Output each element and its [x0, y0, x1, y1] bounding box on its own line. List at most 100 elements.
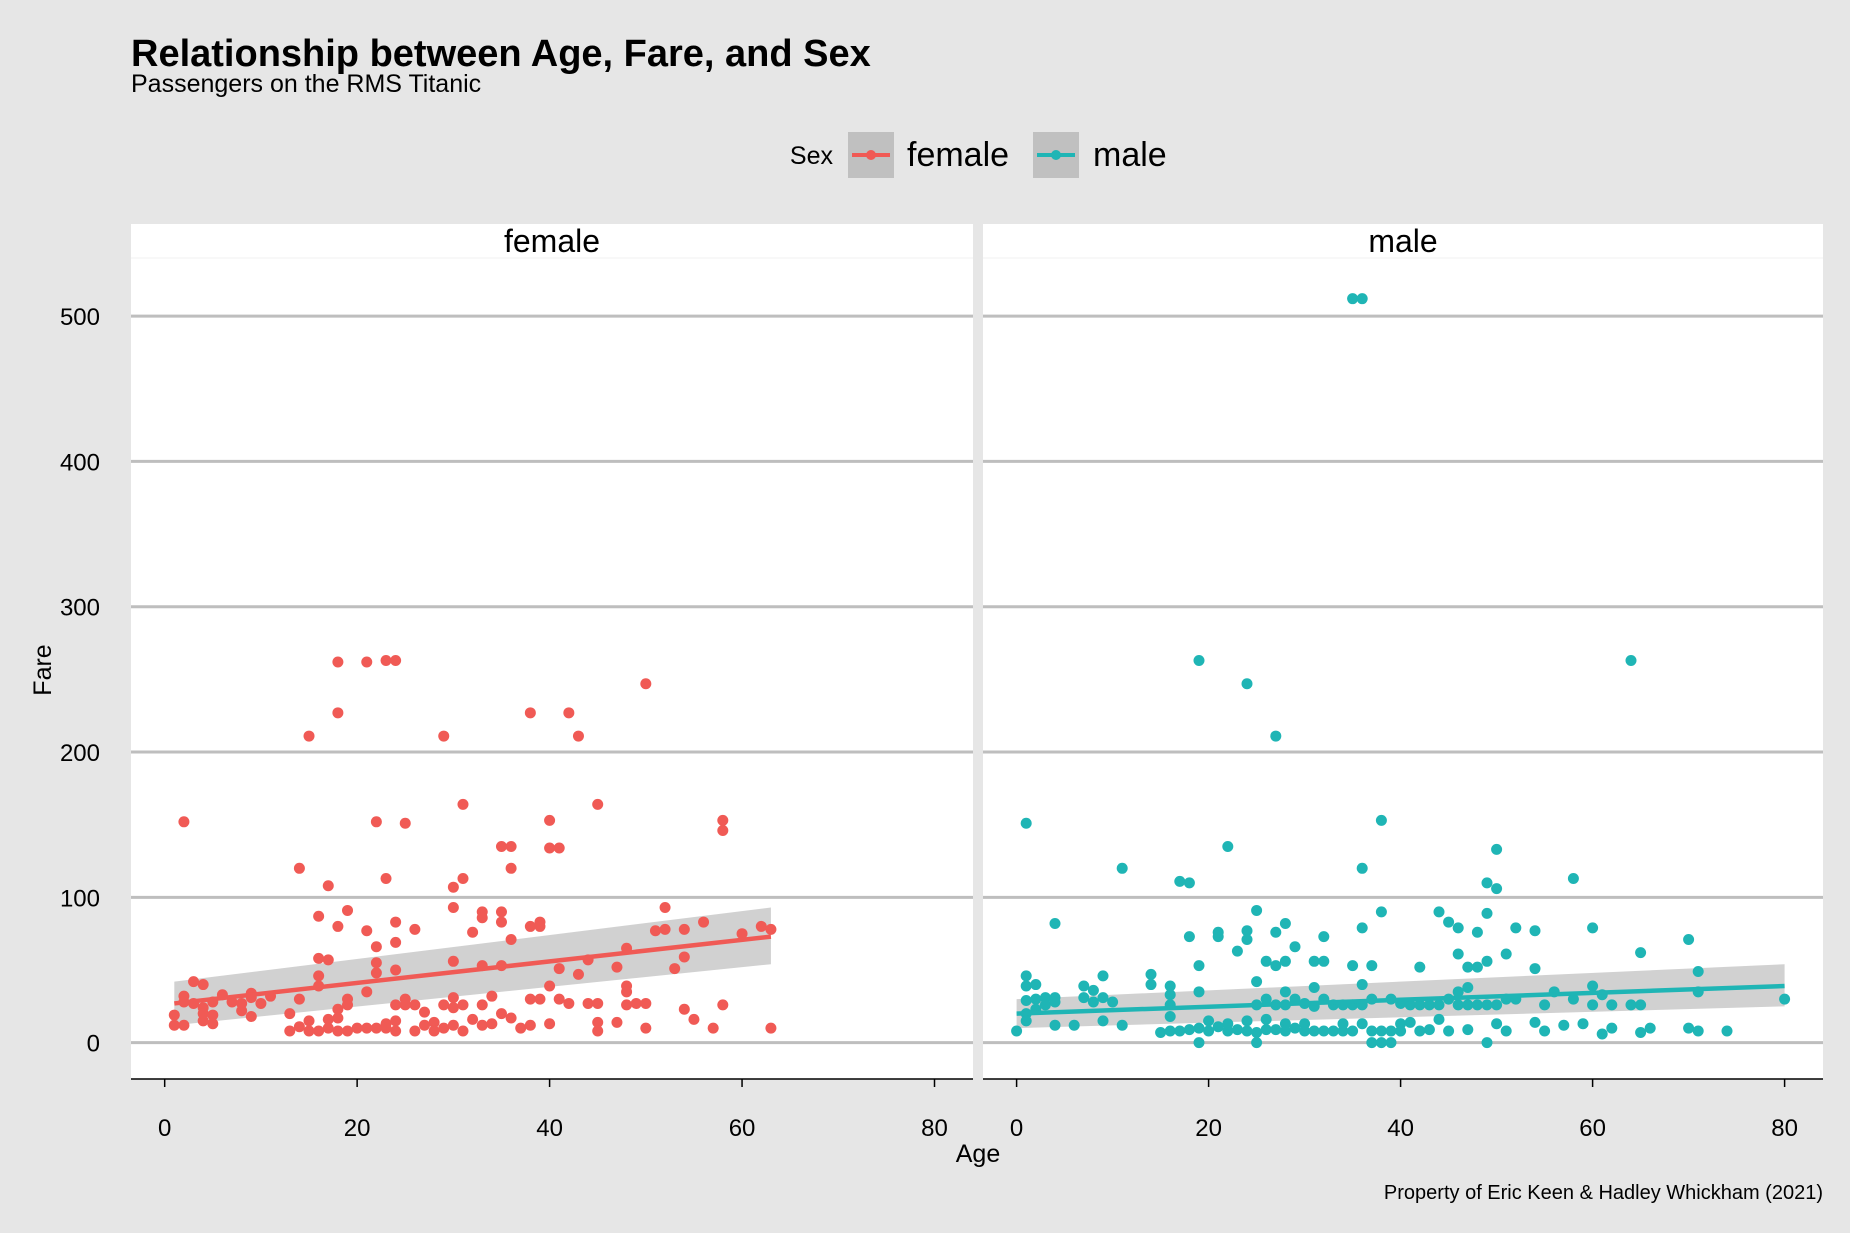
data-point — [1443, 1025, 1455, 1037]
data-point — [1433, 906, 1445, 918]
data-point — [1231, 1024, 1243, 1036]
data-point — [1049, 918, 1061, 930]
data-point — [553, 993, 565, 1005]
data-point — [592, 997, 604, 1009]
data-point — [1375, 1037, 1387, 1049]
data-point — [688, 1013, 700, 1025]
data-point — [447, 955, 459, 967]
data-point — [332, 656, 344, 668]
data-point — [611, 1016, 623, 1028]
data-point — [1020, 980, 1032, 992]
data-point — [1030, 993, 1042, 1005]
data-point — [1049, 996, 1061, 1008]
data-point — [380, 655, 392, 667]
data-point — [1193, 960, 1205, 972]
data-point — [1471, 926, 1483, 938]
data-point — [370, 1022, 382, 1034]
data-point — [1279, 1025, 1291, 1037]
x-tick-label: 20 — [344, 1115, 371, 1142]
data-point — [1462, 961, 1474, 973]
data-point — [1183, 1024, 1195, 1036]
data-point — [390, 916, 402, 928]
trend-line — [174, 934, 772, 1006]
data-point — [1241, 1025, 1253, 1037]
data-point — [361, 986, 373, 998]
data-point — [1567, 872, 1579, 884]
data-point — [370, 816, 382, 828]
data-point — [621, 999, 633, 1011]
data-point — [1606, 999, 1618, 1011]
legend-item-female: female — [848, 132, 1009, 178]
data-point — [390, 1025, 402, 1037]
data-point — [313, 952, 325, 964]
data-point — [544, 814, 556, 826]
data-point — [1491, 999, 1503, 1011]
y-tick-label: 200 — [60, 740, 100, 767]
data-point — [1635, 999, 1647, 1011]
data-point — [1279, 986, 1291, 998]
data-point — [592, 798, 604, 810]
data-point — [313, 910, 325, 922]
y-tick-label: 300 — [60, 595, 100, 622]
data-point — [755, 920, 767, 932]
data-point — [342, 904, 354, 916]
data-point — [284, 1025, 296, 1037]
data-point — [515, 1022, 527, 1034]
data-point — [1241, 678, 1253, 690]
data-point — [1183, 877, 1195, 889]
data-point — [1500, 1025, 1512, 1037]
data-point — [438, 999, 450, 1011]
data-point — [1366, 1025, 1378, 1037]
data-point — [1318, 1025, 1330, 1037]
legend-label-female: female — [907, 136, 1009, 174]
data-point — [447, 902, 459, 914]
data-point — [313, 1025, 325, 1037]
x-tick-label: 20 — [1195, 1115, 1222, 1142]
data-point — [1164, 1011, 1176, 1023]
data-point — [168, 1019, 180, 1031]
data-point — [332, 707, 344, 719]
facet-panel-male: male 0 20 40 60 80 — [983, 223, 1823, 1142]
data-point — [1011, 1025, 1023, 1037]
data-point — [1452, 922, 1464, 934]
data-point — [1193, 1037, 1205, 1049]
x-tick-label: 80 — [1771, 1115, 1798, 1142]
data-point — [1385, 1037, 1397, 1049]
data-point — [1164, 989, 1176, 1001]
data-point — [1279, 918, 1291, 930]
data-point — [486, 990, 498, 1002]
confidence-band — [1016, 964, 1785, 1029]
data-point — [563, 707, 575, 719]
data-point — [351, 1022, 363, 1034]
data-point — [322, 1022, 334, 1034]
data-point — [765, 1022, 777, 1034]
trend-line — [1016, 983, 1785, 1016]
data-point — [524, 707, 536, 719]
data-point — [1375, 1025, 1387, 1037]
data-point — [438, 730, 450, 742]
data-point — [717, 825, 729, 837]
data-point — [1481, 955, 1493, 967]
data-point — [717, 814, 729, 826]
data-point — [1491, 1018, 1503, 1030]
legend-point-male — [1051, 150, 1061, 160]
data-point — [1222, 841, 1234, 853]
data-point — [534, 993, 546, 1005]
data-point — [1116, 1019, 1128, 1031]
data-point — [284, 1008, 296, 1020]
data-point — [1270, 960, 1282, 972]
data-point — [1587, 999, 1599, 1011]
data-point — [1251, 1027, 1263, 1039]
data-point — [293, 993, 305, 1005]
data-point — [1625, 999, 1637, 1011]
panel-background — [131, 224, 973, 1079]
data-point — [236, 997, 248, 1009]
data-point — [524, 1019, 536, 1031]
data-point — [1529, 963, 1541, 975]
data-point — [1539, 999, 1551, 1011]
data-point — [1366, 1037, 1378, 1049]
data-point — [1558, 1019, 1570, 1031]
data-point — [1587, 980, 1599, 992]
data-point — [390, 999, 402, 1011]
data-point — [361, 656, 373, 668]
